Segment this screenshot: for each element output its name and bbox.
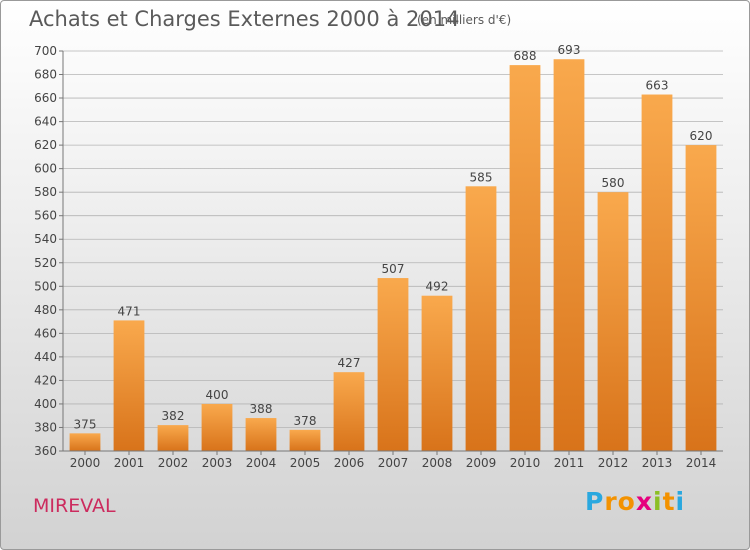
- x-tick-label: 2008: [422, 456, 453, 470]
- y-tick-label: 580: [34, 185, 57, 199]
- y-tick-label: 360: [34, 444, 57, 458]
- bar-value-label: 507: [382, 262, 405, 276]
- y-tick-label: 600: [34, 162, 57, 176]
- logo-letter: t: [662, 487, 676, 516]
- bar-2014: [685, 145, 717, 451]
- logo-letter: i: [653, 487, 663, 516]
- bar-2009: [465, 186, 497, 451]
- y-tick-label: 480: [34, 303, 57, 317]
- y-tick-label: 700: [34, 44, 57, 58]
- x-tick-label: 2005: [290, 456, 321, 470]
- y-tick-label: 500: [34, 279, 57, 293]
- bar-2008: [421, 295, 453, 451]
- bar-2001: [113, 320, 145, 451]
- x-tick-label: 2009: [466, 456, 497, 470]
- x-tick-label: 2013: [642, 456, 673, 470]
- logo-letter: o: [617, 487, 636, 516]
- bar-value-label: 693: [558, 43, 581, 57]
- bar-value-label: 378: [294, 414, 317, 428]
- y-tick-label: 380: [34, 420, 57, 434]
- x-tick-label: 2014: [686, 456, 717, 470]
- bar-value-label: 400: [206, 388, 229, 402]
- chart-subtitle: (en milliers d'€): [417, 13, 512, 27]
- bar-value-label: 375: [74, 417, 97, 431]
- logo-letter: i: [675, 487, 686, 516]
- bar-2002: [157, 425, 189, 451]
- y-tick-label: 660: [34, 91, 57, 105]
- bar-layer: [69, 59, 717, 452]
- x-tick-label: 2002: [158, 456, 189, 470]
- x-tick-label: 2011: [554, 456, 585, 470]
- bar-2011: [553, 59, 585, 452]
- bar-2007: [377, 278, 409, 451]
- chart-title: Achats et Charges Externes 2000 à 2014: [29, 7, 460, 31]
- x-tick-label: 2001: [114, 456, 145, 470]
- y-tick-label: 620: [34, 138, 57, 152]
- bar-value-label: 471: [118, 304, 141, 318]
- y-tick-label: 440: [34, 350, 57, 364]
- y-tick-label: 680: [34, 68, 57, 82]
- x-tick-label: 2000: [70, 456, 101, 470]
- bar-2010: [509, 65, 541, 451]
- bar-value-label: 382: [162, 409, 185, 423]
- bar-value-label: 580: [602, 176, 625, 190]
- x-tick-label: 2003: [202, 456, 233, 470]
- bar-2005: [289, 429, 321, 451]
- logo-letter: P: [585, 487, 605, 516]
- logo-letter: r: [604, 487, 618, 516]
- x-tick-label: 2007: [378, 456, 409, 470]
- bar-2006: [333, 372, 365, 451]
- bar-value-label: 688: [514, 49, 537, 63]
- bar-value-label: 388: [250, 402, 273, 416]
- bar-2003: [201, 403, 233, 451]
- x-tick-label: 2010: [510, 456, 541, 470]
- y-tick-label: 520: [34, 256, 57, 270]
- logo-letter: x: [635, 487, 653, 516]
- bar-value-label: 585: [470, 170, 493, 184]
- y-tick-label: 400: [34, 397, 57, 411]
- bar-2000: [69, 433, 101, 451]
- proxiti-logo: Proxiti: [585, 487, 685, 516]
- bar-2012: [597, 192, 629, 452]
- bar-value-label: 620: [690, 129, 713, 143]
- y-tick-label: 560: [34, 209, 57, 223]
- bar-2013: [641, 94, 673, 451]
- axis-layer: 360 380 400 420 440 460 480 500 520 540 560 580 600 6…: [34, 43, 723, 470]
- y-tick-label: 460: [34, 326, 57, 340]
- x-tick-label: 2004: [246, 456, 277, 470]
- y-tick-label: 540: [34, 232, 57, 246]
- commune-name: MIREVAL: [33, 495, 116, 517]
- x-tick-label: 2012: [598, 456, 629, 470]
- bar-value-label: 427: [338, 356, 361, 370]
- y-tick-label: 640: [34, 115, 57, 129]
- bar-value-label: 492: [426, 280, 449, 294]
- bar-value-label: 663: [646, 79, 669, 93]
- bar-2004: [245, 418, 277, 451]
- x-tick-label: 2006: [334, 456, 365, 470]
- y-tick-label: 420: [34, 373, 57, 387]
